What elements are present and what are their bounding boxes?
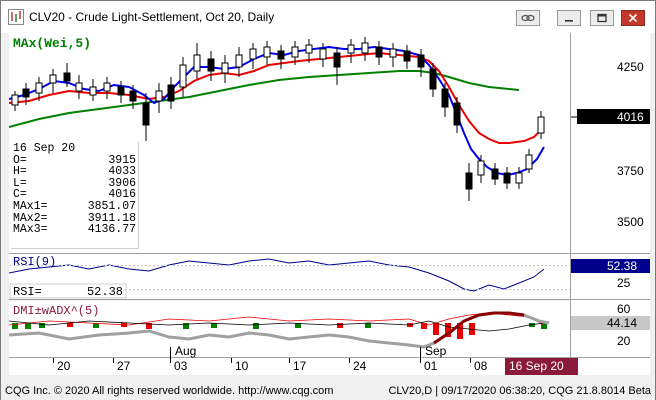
databox-row: MAx1= 3851.07 [13,199,136,213]
day-label: 03 [174,359,188,373]
day-label: 10 [235,359,249,373]
rsi-value: 52.38 [87,285,123,299]
adx-rising-line [433,311,525,345]
databox-row: C= 4016 [13,188,136,202]
databox-row: O= 3915 [13,153,136,167]
current-price-label: 4016 [617,110,644,124]
rsi-current-marker [571,259,650,273]
link-icon [521,14,535,22]
dmi-tick: 20 [617,334,631,348]
link-button[interactable] [516,10,540,26]
rsi-value-label: RSI= [13,285,42,299]
rsi-tick: 25 [617,276,631,290]
cursor-date-marker [505,358,578,375]
time-axis-panel [9,358,570,375]
dmi-current-label: 44.14 [607,316,637,330]
databox-row: H= 4033 [13,165,136,179]
day-label: 24 [353,359,367,373]
status-bar: CQG Inc. © 2020 All rights reserved worl… [1,383,655,400]
maximize-button[interactable] [590,10,614,26]
dmi-minus-line [9,320,545,332]
maximize-icon [597,13,607,23]
rsi-current-label: 52.38 [607,259,637,273]
ma-study-label[interactable]: MAx(Wei,5) [13,36,91,51]
dmi-panel [9,301,570,357]
current-price-marker [577,109,650,124]
rsi-study-label[interactable]: RSI(9) [13,255,56,269]
price-tick: 4250 [617,60,644,74]
minimize-icon [565,20,573,22]
close-icon [628,13,638,23]
month-label: Aug [175,344,196,358]
chart-area[interactable]: 4250 3750 3500 4016 52.38 25 60 44.14 20… [9,33,650,383]
day-label: 17 [293,359,307,373]
ma-slow-line [9,70,520,128]
price-tick: 3500 [617,215,644,229]
day-label: 20 [57,359,71,373]
cursor-date-label: 16 Sep 20 [509,359,564,373]
minimize-button[interactable] [557,10,581,26]
day-label: 01 [424,359,438,373]
databox-date: 16 Sep 20 [13,142,76,155]
dmi-study-label[interactable]: DMI±wADX^(5) [13,304,99,318]
month-label: Sep [425,344,447,358]
databox-row: L= 3906 [13,176,136,190]
day-label: 27 [117,359,131,373]
rsi-value-box [9,283,127,299]
copyright-text: CQG Inc. © 2020 All rights reserved worl… [5,385,334,397]
price-tick: 3750 [617,164,644,178]
databox-row: MAx3= 4136.77 [13,223,136,237]
dmi-tick: 60 [617,302,631,316]
cursor-databox: 16 Sep 20 O= 3915 H= 4033 L= 3906 C= 4016 MA… [11,142,139,249]
title-bar[interactable]: CLV20 - Crude Light-Settlement, Oct 20, … [1,1,655,33]
databox-row: MAx2= 3911.18 [13,211,136,225]
dmi-current-marker [571,316,650,330]
chart-app-icon [8,9,24,25]
time-axis [53,347,471,363]
window-title: CLV20 - Crude Light-Settlement, Oct 20, … [29,10,275,24]
day-label: 08 [474,359,488,373]
candlesticks [11,37,545,201]
symbol-time-status: CLV20,D | 09/17/2020 06:38:20, CQG 21.8.… [388,385,651,397]
close-button[interactable] [621,10,645,26]
